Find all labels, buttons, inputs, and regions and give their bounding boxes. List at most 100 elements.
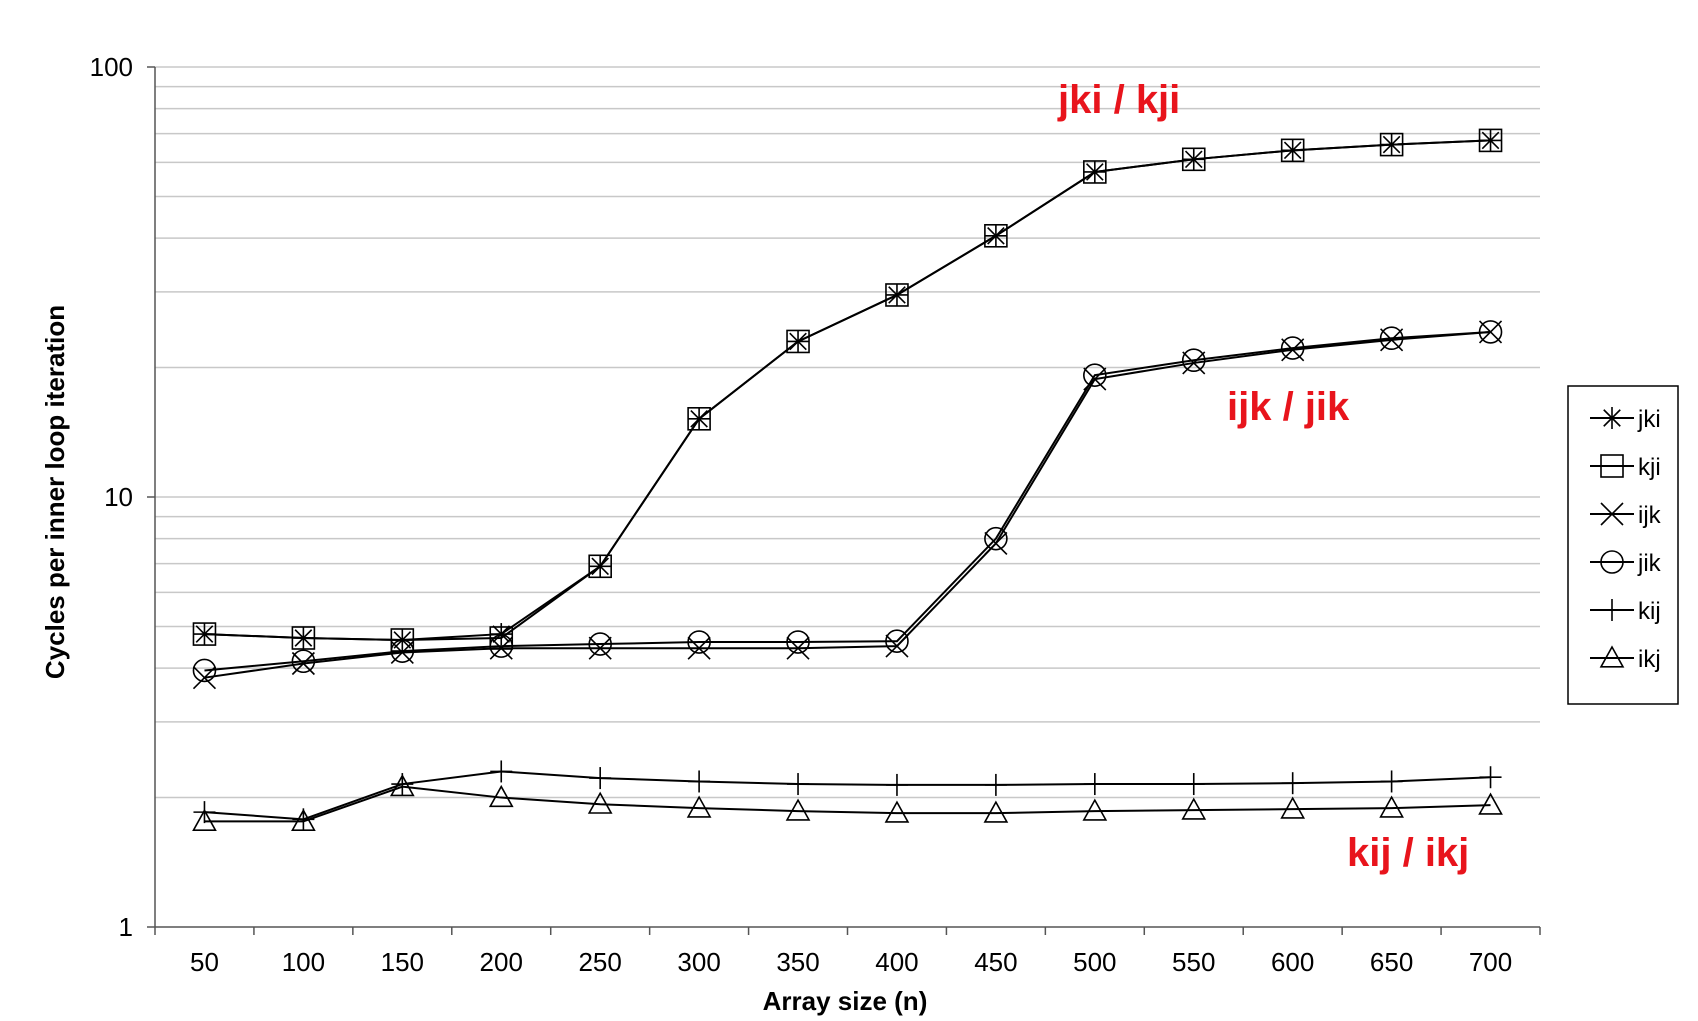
axes xyxy=(147,66,1541,935)
series-kij xyxy=(193,760,1502,831)
marker-triangle xyxy=(884,800,910,823)
data-point-jik xyxy=(489,634,514,658)
data-point-ikj xyxy=(291,808,316,832)
marker-triangle xyxy=(1280,796,1306,819)
legend: jki kji ijk jik kij ikj xyxy=(1567,385,1679,705)
marker-circle xyxy=(390,639,415,663)
data-point-ikj xyxy=(884,800,910,823)
legend-label: jik xyxy=(1637,550,1662,577)
data-point-kij xyxy=(1083,773,1106,796)
marker-triangle xyxy=(1082,798,1108,821)
data-point-kij xyxy=(688,770,711,793)
data-point-kij xyxy=(1479,766,1502,789)
legend-box xyxy=(1567,385,1679,705)
legend-item-jik: jik xyxy=(1590,550,1662,577)
legend-item-ikj: ikj xyxy=(1590,645,1661,673)
data-point-jik xyxy=(786,630,810,654)
x-tick-label: 150 xyxy=(381,947,424,977)
data-point-kij xyxy=(885,773,908,796)
data-point-ikj xyxy=(1379,795,1404,818)
x-tick-label: 300 xyxy=(677,947,720,977)
marker-triangle xyxy=(785,798,811,821)
marker-triangle xyxy=(1181,797,1207,820)
y-tick-label: 10 xyxy=(104,482,133,512)
marker-stroke xyxy=(1603,409,1621,427)
series-line-jik xyxy=(204,330,1491,672)
legend-marker-kij xyxy=(1601,599,1623,621)
data-point-jik xyxy=(885,629,909,654)
data-point-kji xyxy=(192,622,217,646)
gridlines xyxy=(155,66,1540,799)
marker-circle xyxy=(588,632,612,656)
legend-label: ijk xyxy=(1638,502,1662,529)
data-point-kji xyxy=(291,626,316,650)
data-point-jik xyxy=(1083,363,1107,387)
legend-item-ijk: ijk xyxy=(1590,502,1662,529)
marker-triangle xyxy=(488,784,514,808)
data-point-jik xyxy=(984,526,1008,551)
data-point-kji xyxy=(1379,132,1404,157)
data-point-ijk xyxy=(687,636,711,660)
marker-stroke xyxy=(291,651,315,676)
legend-label: jki xyxy=(1637,406,1661,433)
annotation-ijk-jik: ijk / jik xyxy=(1227,385,1350,429)
marker-triangle xyxy=(291,808,316,832)
legend-marker-jki xyxy=(1601,407,1623,429)
data-point-jik xyxy=(588,632,612,656)
series-line-kji xyxy=(204,139,1491,641)
marker-circle xyxy=(1600,550,1624,574)
series-lines xyxy=(192,128,1503,832)
data-point-jik xyxy=(1379,326,1404,351)
data-point-kji xyxy=(984,223,1008,248)
series-ikj xyxy=(192,774,1503,832)
marker-circle xyxy=(1181,348,1206,373)
data-point-kij xyxy=(1281,772,1304,795)
data-point-jik xyxy=(1280,336,1305,360)
legend-item-kij: kij xyxy=(1590,598,1661,625)
marker-square xyxy=(1600,454,1624,478)
data-point-ijk xyxy=(588,636,612,660)
data-point-ikj xyxy=(488,784,514,808)
marker-circle xyxy=(291,649,316,674)
marker-square xyxy=(1083,160,1107,184)
data-point-jik xyxy=(291,649,316,674)
legend-marker-ijk xyxy=(1600,502,1624,526)
data-point-ijk xyxy=(291,651,315,676)
marker-stroke xyxy=(1600,502,1624,526)
series-ijk xyxy=(192,320,1503,690)
marker-square xyxy=(1379,132,1404,157)
data-point-kij xyxy=(193,801,216,824)
legend-label: ikj xyxy=(1638,646,1661,673)
y-axis-title: Cycles per inner loop iteration xyxy=(40,305,70,679)
legend-item-jki: jki xyxy=(1590,406,1661,433)
marker-stroke xyxy=(984,531,1008,555)
marker-square xyxy=(291,626,316,650)
data-point-ikj xyxy=(686,795,712,818)
data-point-ijk xyxy=(885,634,909,658)
x-tick-label: 400 xyxy=(875,947,918,977)
x-tick-label: 200 xyxy=(480,947,523,977)
x-tick-label: 600 xyxy=(1271,947,1314,977)
data-point-jik xyxy=(687,630,711,654)
data-point-ikj xyxy=(192,808,217,832)
marker-triangle xyxy=(587,791,613,814)
data-point-kij xyxy=(1182,773,1205,796)
x-tick-label: 100 xyxy=(282,947,325,977)
data-point-kji xyxy=(687,407,711,431)
data-point-kji xyxy=(1181,147,1206,172)
marker-triangle xyxy=(1379,795,1404,818)
data-point-kij xyxy=(984,773,1007,796)
series-line-kij xyxy=(204,770,1491,821)
legend-item-kji: kji xyxy=(1590,454,1661,481)
x-tick-label: 450 xyxy=(974,947,1017,977)
data-point-ijk xyxy=(984,531,1008,555)
x-tick-label: 350 xyxy=(776,947,819,977)
data-point-kji xyxy=(1478,128,1503,153)
x-tick-labels: 50 100 150 200 250 300 350 400 450 500 550 600 650 70… xyxy=(190,947,1512,977)
marker-square xyxy=(588,554,612,579)
marker-stroke xyxy=(1182,351,1206,375)
marker-circle xyxy=(885,629,909,654)
data-point-ijk xyxy=(489,636,513,660)
marker-square xyxy=(786,329,810,354)
